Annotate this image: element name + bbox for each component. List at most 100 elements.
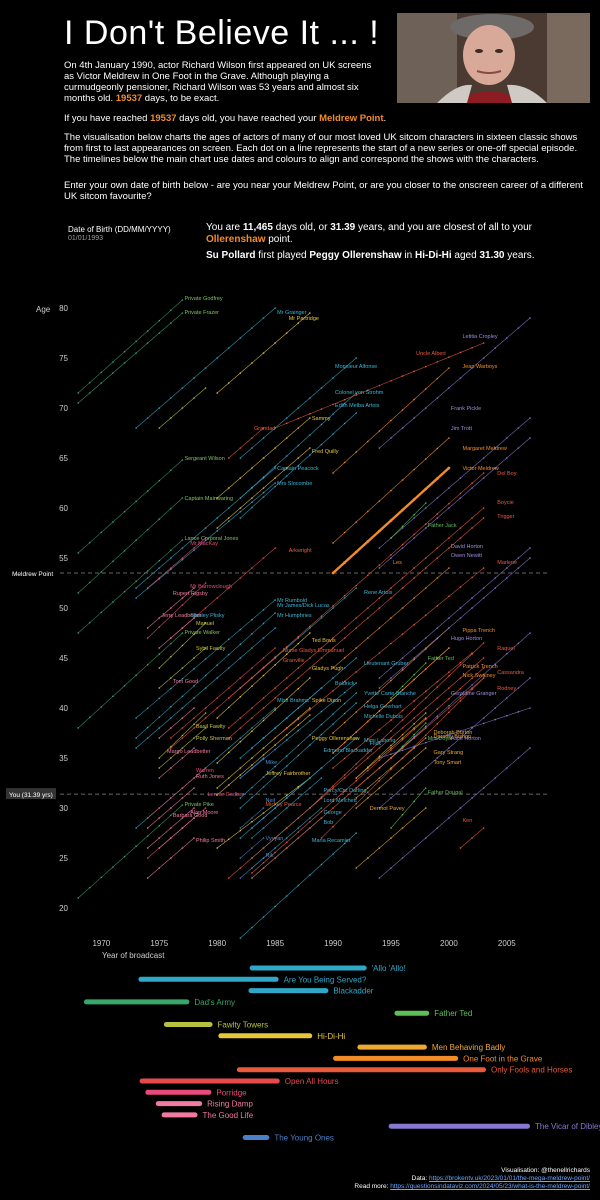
series-point	[482, 657, 485, 659]
series-point	[413, 417, 415, 419]
series-point	[262, 737, 265, 739]
series-point	[239, 937, 242, 939]
series-point	[239, 807, 242, 809]
series-point	[285, 841, 288, 844]
series-point	[367, 738, 369, 741]
series-point	[471, 467, 473, 469]
series-warren	[146, 767, 207, 819]
series-gladys-pugh	[216, 677, 311, 764]
series-line	[147, 582, 206, 639]
series-michelle-dubois	[239, 702, 358, 809]
series-point	[378, 710, 381, 712]
series-point	[239, 507, 242, 509]
series-point	[181, 817, 184, 819]
series-point	[204, 767, 207, 769]
series-point	[297, 464, 300, 467]
series-point	[517, 447, 520, 449]
series-point	[204, 707, 207, 709]
series-point	[227, 706, 230, 709]
series-point	[262, 754, 265, 756]
character-label: Neil	[266, 798, 275, 804]
series-point	[170, 814, 172, 817]
series-point	[193, 617, 195, 619]
series-line	[170, 647, 276, 739]
series-point	[529, 417, 531, 419]
series-point	[436, 637, 439, 639]
series-point	[158, 847, 161, 849]
series-point	[390, 753, 392, 755]
series-point	[424, 647, 427, 649]
series-point	[262, 427, 265, 429]
series-point	[412, 498, 416, 501]
series-point	[193, 685, 195, 687]
series-point	[343, 461, 346, 464]
series-point	[482, 667, 485, 669]
character-label: Monsieur Alfonse	[335, 364, 377, 370]
character-label: Father Jack	[428, 523, 457, 529]
read-more-link[interactable]: https://questionsindataviz.com/2024/05/2…	[390, 1183, 590, 1190]
series-point	[482, 457, 485, 459]
series-frank-pickle	[378, 417, 531, 549]
series-point	[459, 661, 462, 664]
series-point	[193, 737, 195, 739]
series-point	[274, 807, 276, 809]
series-point	[285, 467, 288, 469]
series-point	[309, 627, 311, 629]
series-point	[181, 312, 184, 314]
series-point	[216, 597, 218, 599]
series-point	[309, 707, 311, 709]
series-point	[413, 745, 415, 748]
series-point	[355, 702, 358, 704]
series-point	[378, 728, 381, 731]
series-point	[494, 707, 497, 709]
series-neil	[239, 807, 265, 829]
series-point	[401, 737, 404, 739]
character-label: Rik	[266, 853, 274, 859]
series-point	[181, 727, 184, 729]
series-point	[181, 627, 184, 629]
series-point	[343, 398, 346, 401]
series-point	[88, 392, 91, 394]
y-tick-label: 70	[59, 404, 68, 413]
series-point	[355, 807, 358, 809]
series-point	[262, 622, 265, 625]
series-point	[158, 319, 161, 322]
series-maria-recamier	[239, 832, 358, 939]
series-point	[482, 357, 485, 359]
series-point	[332, 732, 334, 734]
series-point	[204, 658, 207, 660]
series-point	[309, 777, 311, 779]
series-point	[309, 657, 311, 659]
series-point	[401, 547, 404, 549]
timeline-label: Father Ted	[434, 1009, 472, 1018]
series-point	[332, 689, 334, 692]
series-point	[367, 777, 369, 779]
series-point	[309, 820, 311, 823]
series-point	[285, 734, 288, 736]
series-point	[471, 677, 473, 680]
series-sybil-fawlty	[158, 647, 207, 689]
series-point	[413, 517, 415, 519]
series-point	[239, 457, 242, 459]
series-alice-horton	[378, 747, 531, 879]
dob-input[interactable]	[68, 235, 188, 242]
series-point	[413, 747, 415, 749]
series-point	[401, 587, 404, 589]
series-point	[506, 652, 508, 655]
series-point	[204, 607, 207, 609]
series-father-ted	[390, 662, 427, 699]
series-point	[355, 647, 358, 649]
series-point	[332, 607, 334, 609]
series-point	[424, 458, 427, 460]
series-point	[239, 867, 242, 869]
series-point	[413, 817, 415, 819]
series-point	[262, 757, 265, 759]
character-label: Sergeant Wilson	[184, 456, 224, 462]
timeline-bar	[236, 1067, 486, 1073]
series-point	[262, 786, 265, 788]
series-point	[216, 707, 218, 709]
series-point	[112, 372, 114, 374]
series-point	[343, 597, 346, 599]
series-point	[216, 677, 218, 679]
data-link[interactable]: https://brokentv.uk/2023/01/01/the-mega-…	[428, 1175, 590, 1182]
